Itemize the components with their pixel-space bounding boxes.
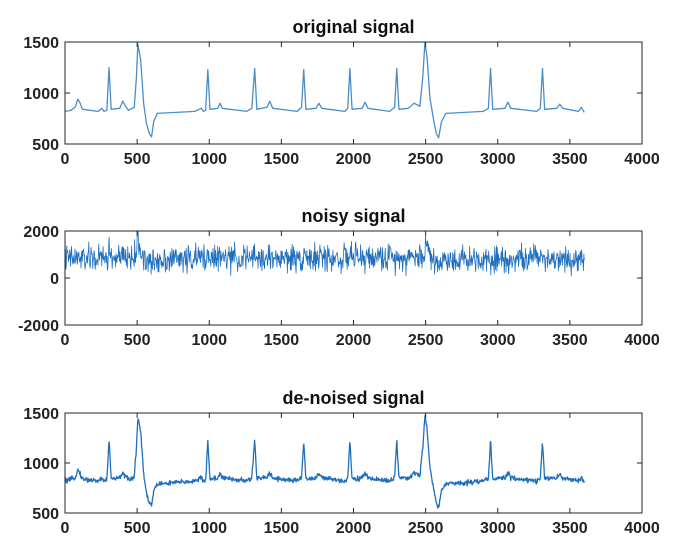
chart-3: 0 500 1000 1500 2000 2500 3000 3500 400050010001…: [23, 388, 659, 537]
x-tick-label: 0: [61, 520, 70, 537]
x-tick-label: 1000: [191, 520, 227, 537]
x-tick-label: 0: [61, 332, 70, 349]
axes-box: [64, 230, 643, 326]
x-tick-label: 2500: [408, 332, 444, 349]
x-tick-label: 4000: [624, 151, 660, 168]
x-tick-label: 2500: [408, 151, 444, 168]
chart-title: de-noised signal: [282, 388, 424, 408]
chart-title: noisy signal: [301, 206, 405, 226]
x-tick-label: 2000: [336, 520, 372, 537]
chart-1: 0 500 1000 1500 2000 2500 3000 3500 400050010001…: [23, 17, 659, 168]
x-tick-label: 500: [124, 520, 151, 537]
series-line-1: [64, 414, 585, 509]
axes-box: [64, 412, 643, 514]
y-tick-label: 1500: [23, 35, 59, 52]
x-tick-label: 4000: [624, 332, 660, 349]
x-tick-label: 2500: [408, 520, 444, 537]
axes-box: [64, 41, 643, 145]
y-tick-label: 500: [32, 506, 59, 523]
x-tick-label: 1000: [191, 332, 227, 349]
y-tick-label: 2000: [23, 224, 59, 241]
x-tick-label: 1500: [264, 332, 300, 349]
chart-title: original signal: [292, 17, 414, 37]
x-tick-label: 1500: [264, 151, 300, 168]
x-tick-label: 0: [61, 151, 70, 168]
x-tick-label: 3000: [480, 332, 516, 349]
series-line-1: [64, 42, 585, 139]
x-tick-label: 1000: [191, 151, 227, 168]
y-tick-label: 1500: [23, 406, 59, 423]
y-tick-label: 1000: [23, 456, 59, 473]
chart-2: 0 500 1000 1500 2000 2500 3000 3500 4000-2000020…: [18, 206, 660, 349]
x-tick-label: 3000: [480, 151, 516, 168]
y-tick-label: 0: [50, 271, 59, 288]
x-tick-label: 1500: [264, 520, 300, 537]
x-tick-label: 3500: [552, 332, 588, 349]
x-tick-label: 3500: [552, 151, 588, 168]
x-tick-label: 3000: [480, 520, 516, 537]
x-tick-label: 3500: [552, 520, 588, 537]
y-tick-label: 1000: [23, 86, 59, 103]
x-tick-label: 2000: [336, 151, 372, 168]
y-tick-label: 500: [32, 137, 59, 154]
x-tick-label: 500: [124, 151, 151, 168]
series-line-1: [64, 230, 585, 277]
x-tick-label: 2000: [336, 332, 372, 349]
y-tick-label: -2000: [18, 318, 59, 335]
x-tick-label: 4000: [624, 520, 660, 537]
x-tick-label: 500: [124, 332, 151, 349]
